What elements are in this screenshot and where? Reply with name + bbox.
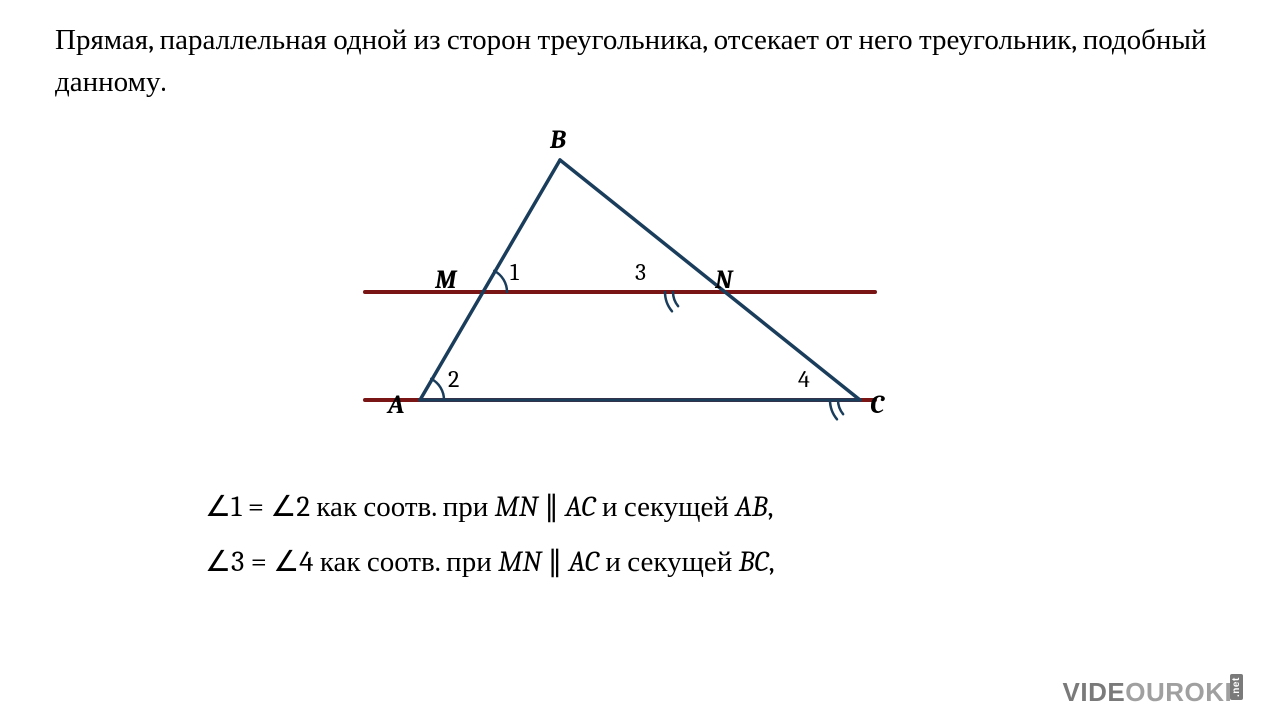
svg-text:B: B — [549, 125, 566, 155]
svg-text:3: 3 — [635, 258, 646, 286]
proof-line-1: ∠1 = ∠2 как соотв. при MN ∥ AC и секущей… — [205, 480, 775, 535]
svg-text:1: 1 — [510, 258, 519, 286]
svg-text:M: M — [434, 265, 458, 295]
proof-block: ∠1 = ∠2 как соотв. при MN ∥ AC и секущей… — [205, 480, 775, 590]
svg-text:4: 4 — [798, 365, 810, 393]
svg-text:C: C — [870, 390, 885, 420]
svg-text:N: N — [714, 265, 734, 295]
svg-text:A: A — [386, 390, 404, 420]
triangle-diagram: ABCMN1234 — [300, 130, 980, 450]
proof-line-2: ∠3 = ∠4 как соотв. при MN ∥ AC и секущей… — [205, 535, 775, 590]
theorem-text: Прямая, параллельная одной из сторон тре… — [55, 20, 1225, 104]
svg-text:2: 2 — [448, 365, 459, 393]
watermark-logo: VIDEOUROKI.net — [1063, 677, 1260, 708]
